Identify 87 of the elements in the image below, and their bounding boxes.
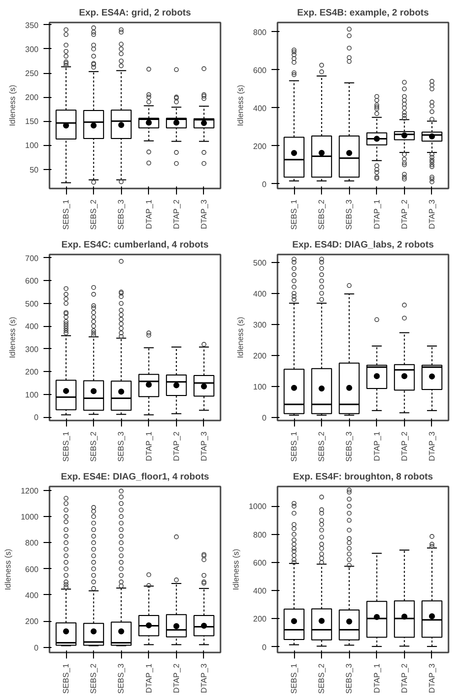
y-tick-label: 100 xyxy=(253,382,268,392)
x-tick-label: DTAP_3 xyxy=(199,198,208,230)
x-tick-label: SEBS_2 xyxy=(317,430,326,462)
y-tick-label: 500 xyxy=(25,299,40,308)
y-tick-label: 800 xyxy=(253,530,268,540)
chart-title: Exp. ES4B: example, 2 robots xyxy=(297,8,429,18)
y-tick-label: 600 xyxy=(253,558,268,568)
y-tick-label: 400 xyxy=(25,322,40,332)
y-axis-title: Idleness (s) xyxy=(8,316,18,358)
x-tick-label: SEBS_1 xyxy=(290,430,299,462)
y-tick-label: 0 xyxy=(262,642,268,652)
y-tick-label: 400 xyxy=(253,104,268,113)
y-tick-label: 300 xyxy=(253,320,268,330)
x-tick-label: DTAP_1 xyxy=(144,198,154,230)
x-tick-label: SEBS_2 xyxy=(89,430,98,462)
chart-title: Exp. ES4C: cumberland, 4 robots xyxy=(61,240,209,250)
x-tick-label: SEBS_1 xyxy=(62,430,71,462)
y-tick-label: 800 xyxy=(25,538,40,548)
y-tick-label: 0 xyxy=(34,413,40,422)
y-tick-label: 100 xyxy=(25,141,40,150)
y-tick-label: 400 xyxy=(25,590,40,600)
y-tick-label: 200 xyxy=(253,142,268,151)
y-tick-label: 200 xyxy=(25,93,40,102)
y-axis-title: Idleness (s) xyxy=(4,548,13,590)
y-tick-label: 600 xyxy=(25,276,40,286)
x-tick-label: DTAP_3 xyxy=(199,662,208,694)
y-axis-title: Idleness (s) xyxy=(232,548,241,590)
x-tick-label: DTAP_2 xyxy=(400,198,409,230)
x-tick-label: SEBS_3 xyxy=(116,662,126,694)
x-tick-label: SEBS_3 xyxy=(344,198,354,230)
y-axis-title: Idleness (s) xyxy=(8,84,18,126)
x-tick-label: DTAP_3 xyxy=(427,662,436,694)
y-tick-label: 0 xyxy=(262,180,268,189)
y-tick-label: 250 xyxy=(25,69,40,78)
y-tick-label: 0 xyxy=(34,643,40,652)
x-tick-label: SEBS_1 xyxy=(62,662,71,694)
y-tick-label: 1200 xyxy=(20,486,40,496)
y-tick-label: 50 xyxy=(30,165,40,174)
x-tick-label: DTAP_1 xyxy=(372,662,382,694)
y-tick-label: 700 xyxy=(25,254,40,263)
chart-title: Exp. ES4E: DIAG_floor1, 4 robots xyxy=(60,472,210,482)
y-tick-label: 200 xyxy=(25,368,40,377)
x-tick-label: SEBS_3 xyxy=(344,430,354,462)
y-tick-label: 1000 xyxy=(20,512,40,522)
x-tick-label: DTAP_3 xyxy=(199,430,208,462)
x-tick-label: SEBS_3 xyxy=(344,662,354,694)
x-tick-label: SEBS_2 xyxy=(317,662,326,694)
y-tick-label: 400 xyxy=(253,586,268,596)
x-tick-label: SEBS_2 xyxy=(89,662,98,694)
x-tick-label: DTAP_2 xyxy=(172,662,181,694)
x-tick-label: DTAP_2 xyxy=(400,430,409,462)
y-tick-label: 500 xyxy=(253,258,268,268)
y-tick-label: 300 xyxy=(25,344,40,354)
y-tick-label: 350 xyxy=(25,20,40,30)
y-tick-label: 150 xyxy=(25,117,40,126)
x-tick-label: DTAP_2 xyxy=(172,198,181,230)
y-tick-label: 100 xyxy=(25,390,40,400)
x-tick-label: SEBS_3 xyxy=(116,430,126,462)
y-tick-label: 1000 xyxy=(248,502,268,512)
x-tick-label: SEBS_3 xyxy=(116,198,126,230)
x-tick-label: SEBS_1 xyxy=(290,662,299,694)
y-tick-label: 300 xyxy=(25,44,40,54)
x-tick-label: DTAP_2 xyxy=(400,662,409,694)
x-tick-label: DTAP_1 xyxy=(372,198,382,230)
chart-title: Exp. ES4A: grid, 2 robots xyxy=(79,8,191,18)
x-tick-label: DTAP_1 xyxy=(144,430,154,462)
y-tick-label: 800 xyxy=(253,28,268,37)
y-axis-title: Idleness (s) xyxy=(236,316,246,358)
x-tick-label: DTAP_3 xyxy=(427,198,436,230)
y-tick-label: 0 xyxy=(262,413,268,422)
chart-title: Exp. ES4F: broughton, 8 robots xyxy=(293,472,433,482)
x-tick-label: SEBS_1 xyxy=(62,198,71,230)
x-tick-label: DTAP_2 xyxy=(172,430,181,462)
x-tick-label: DTAP_1 xyxy=(372,430,382,462)
y-tick-label: 400 xyxy=(253,289,268,298)
y-tick-label: 200 xyxy=(253,351,268,360)
y-tick-label: 600 xyxy=(25,564,40,574)
x-tick-label: SEBS_2 xyxy=(89,198,98,230)
x-tick-label: DTAP_3 xyxy=(427,430,436,462)
y-tick-label: 200 xyxy=(25,617,40,626)
y-tick-label: 600 xyxy=(253,66,268,75)
y-axis-title: Idleness (s) xyxy=(236,84,246,126)
chart-title: Exp. ES4D: DIAG_labs, 2 robots xyxy=(292,240,434,250)
x-tick-label: SEBS_1 xyxy=(290,198,299,230)
x-tick-label: SEBS_2 xyxy=(317,198,326,230)
y-tick-label: 200 xyxy=(253,614,268,624)
x-tick-label: DTAP_1 xyxy=(144,662,154,694)
